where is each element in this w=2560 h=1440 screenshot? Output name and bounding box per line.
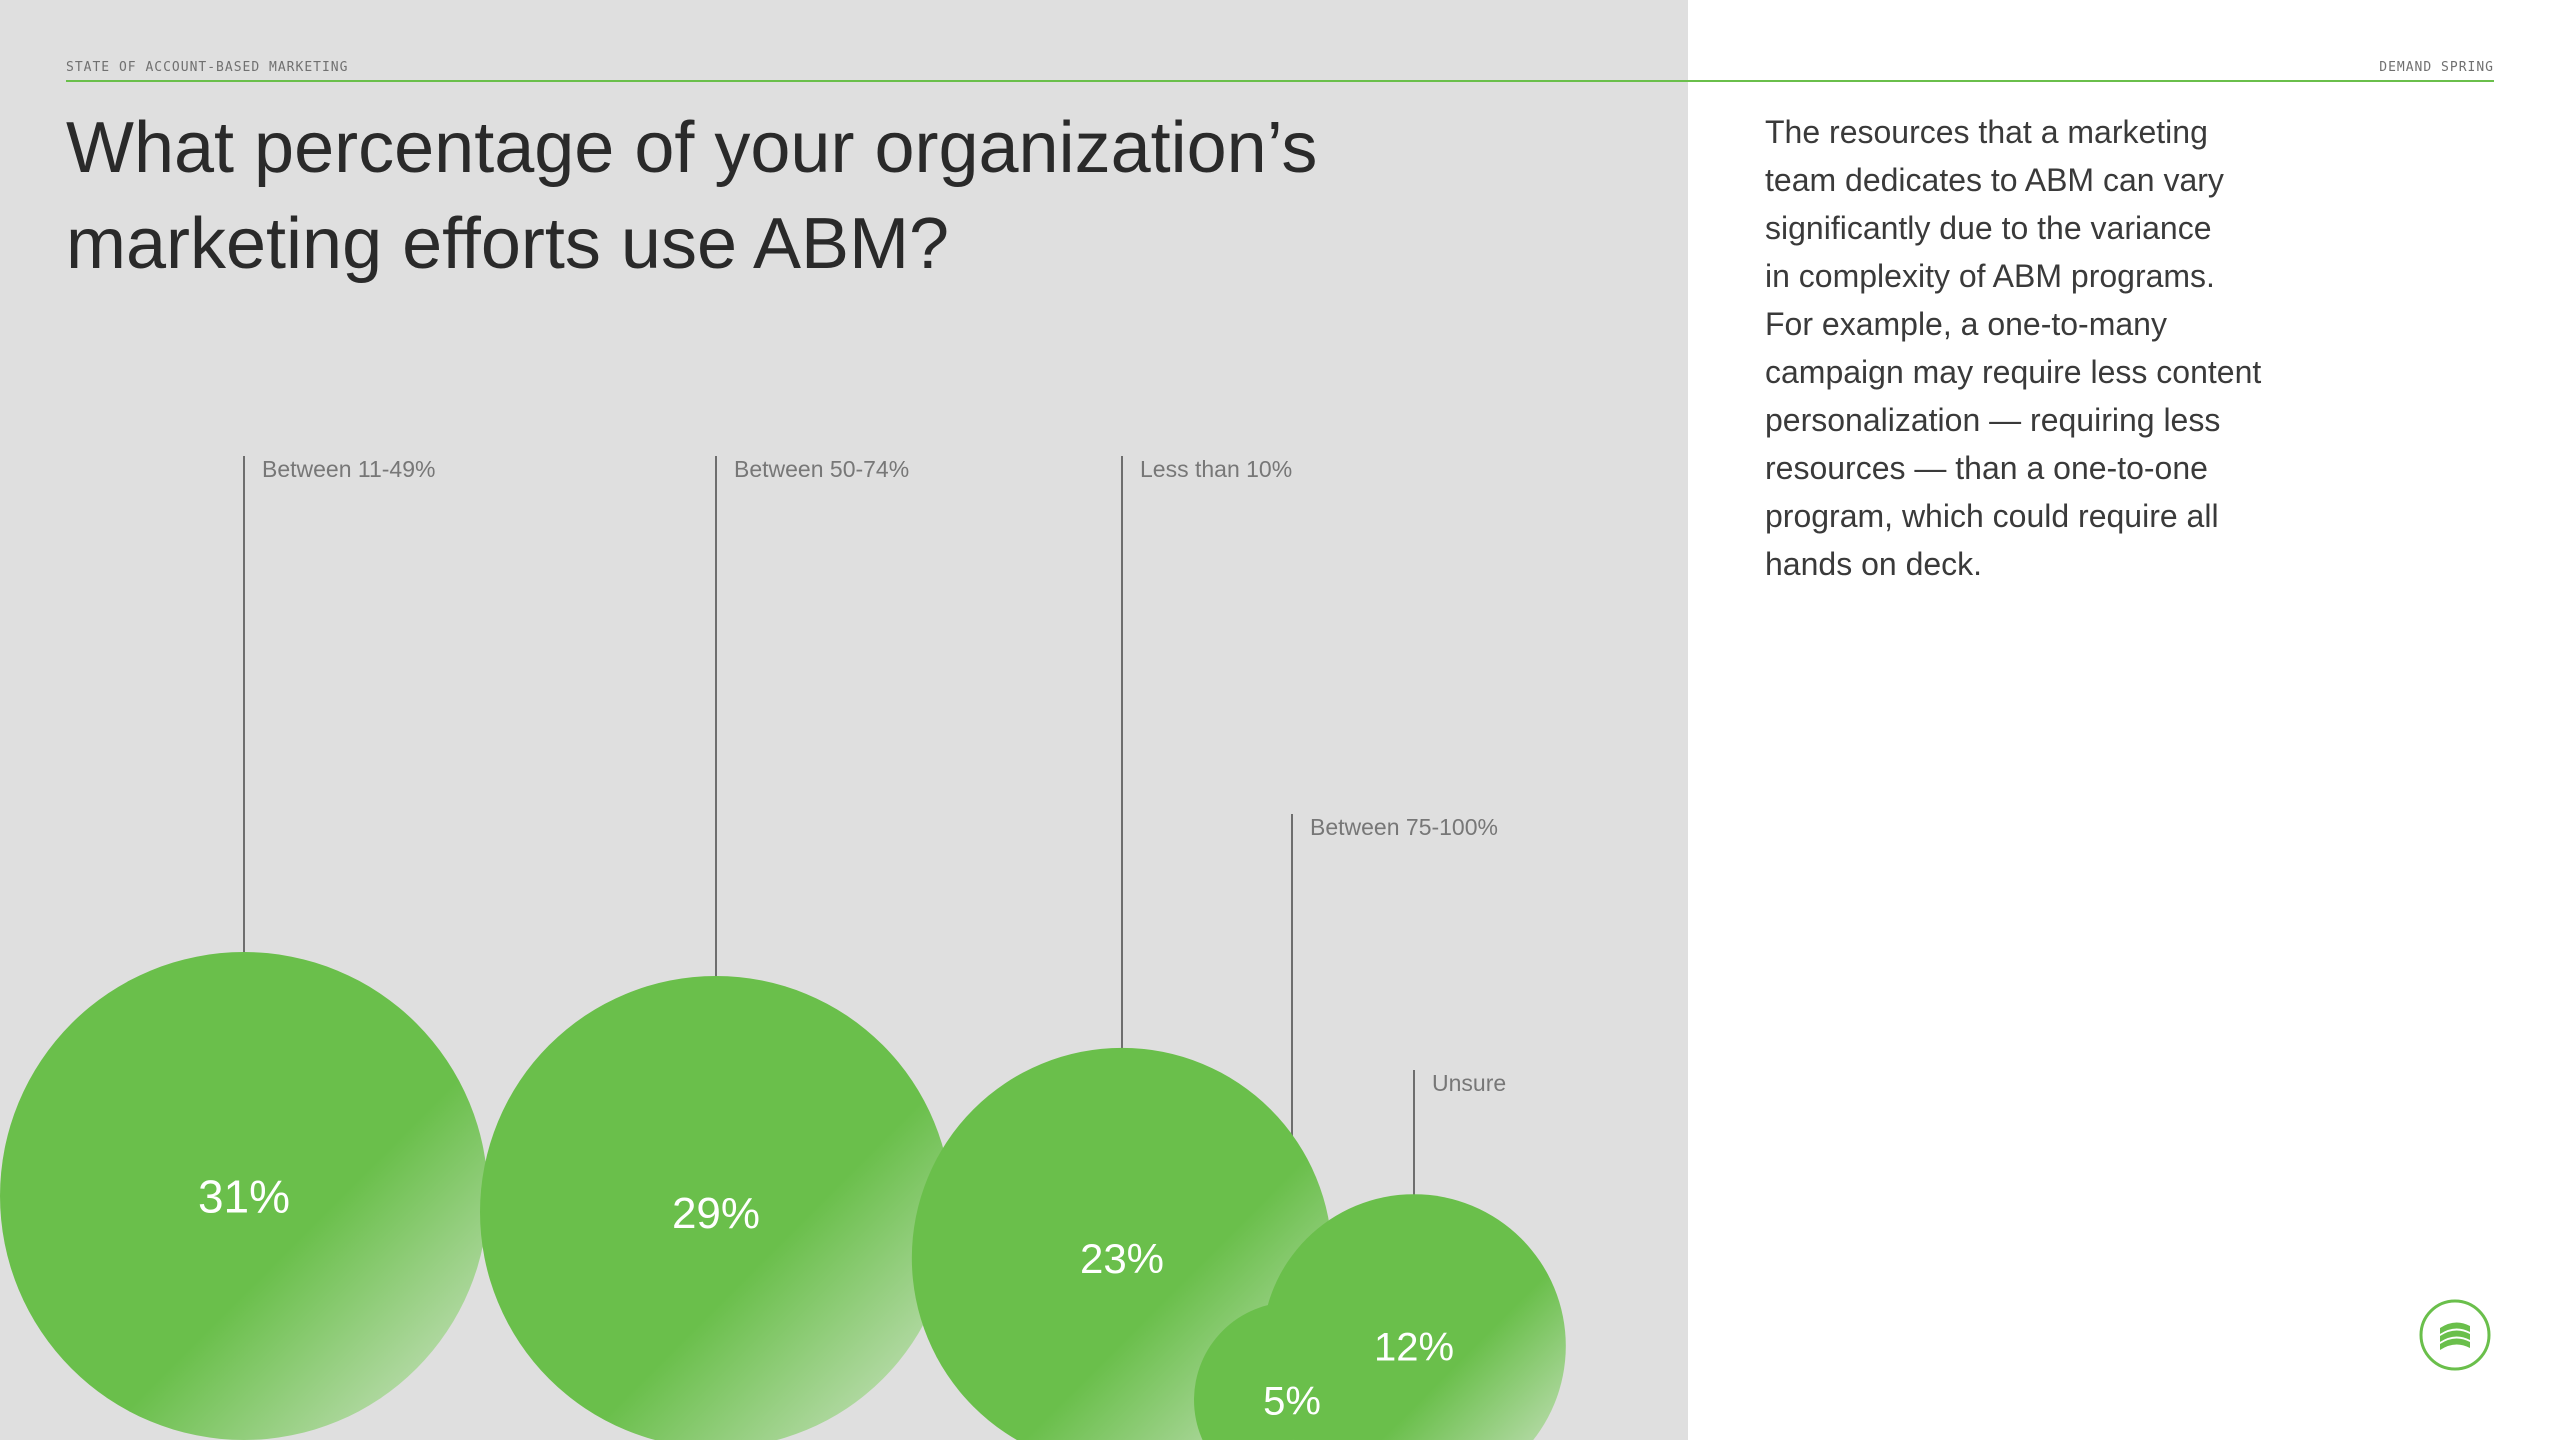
description-line: campaign may require less content [1765,354,2262,390]
category-label: Between 75-100% [1310,814,1498,840]
description-line: The resources that a marketing [1765,114,2208,150]
value-label: 29% [672,1189,760,1238]
category-label: Less than 10% [1140,456,1292,482]
category-label: Between 50-74% [734,456,909,482]
value-label: 31% [198,1171,290,1223]
description-line: in complexity of ABM programs. [1765,258,2215,294]
value-label: 12% [1374,1325,1454,1369]
header-divider [66,80,2494,82]
bubble [480,976,952,1440]
demand-spring-logo-icon [2419,1299,2491,1371]
description-line: personalization — requiring less [1765,402,2221,438]
bubble [0,952,488,1440]
bubble [1262,1194,1566,1440]
bubble-chart: Between 11-49% Between 50-74% Less than 10… [0,456,1566,1440]
description-line: hands on deck. [1765,546,1983,582]
description-line: program, which could require all [1765,498,2219,534]
description-paragraph: The resources that a marketing team dedi… [1765,108,2325,588]
description-line: resources — than a one-to-one [1765,450,2208,486]
category-label: Unsure [1432,1070,1506,1096]
report-title-label: STATE OF ACCOUNT-BASED MARKETING [66,60,349,75]
value-label: 23% [1080,1235,1164,1282]
page-title-line: marketing efforts use ABM? [66,204,950,284]
brand-label: DEMAND SPRING [2379,60,2494,75]
page-title-line: What percentage of your organization’s [66,108,1318,188]
description-line: significantly due to the variance [1765,210,2212,246]
value-label: 5% [1263,1379,1321,1423]
description-line: For example, a one-to-many [1765,306,2167,342]
category-label: Between 11-49% [262,456,435,482]
page-title: What percentage of your organization’s m… [66,100,1366,292]
description-line: team dedicates to ABM can vary [1765,162,2224,198]
